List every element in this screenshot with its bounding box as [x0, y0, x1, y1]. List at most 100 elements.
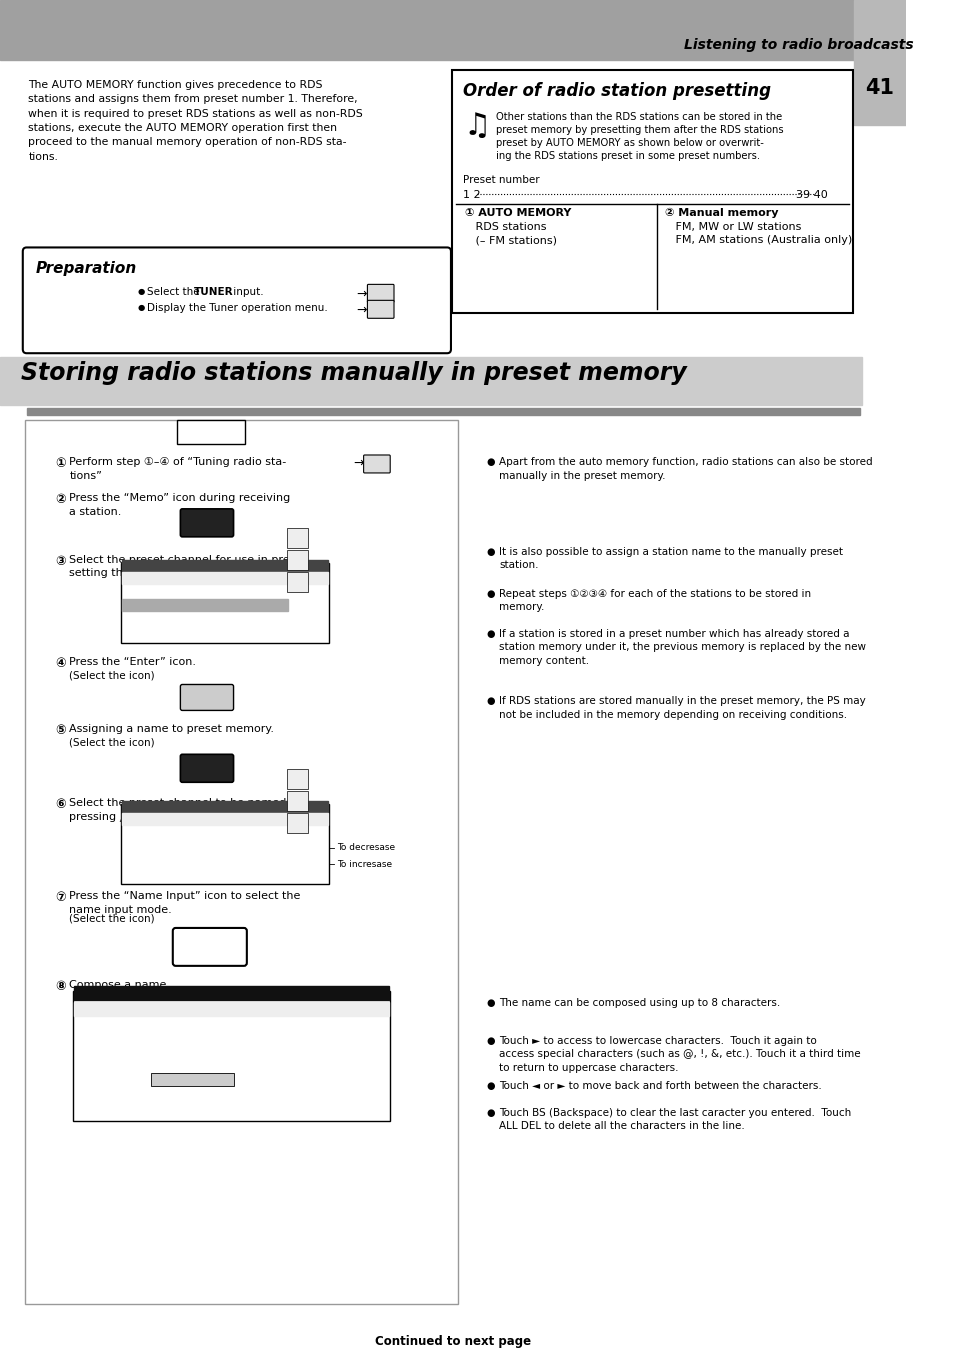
Text: The name can be composed using up to 8 characters.: The name can be composed using up to 8 c…	[498, 998, 780, 1008]
Text: ① AUTO MEMORY: ① AUTO MEMORY	[465, 208, 571, 218]
Bar	[27, 408, 860, 415]
Text: Select the preset channel for use in pre-
setting the station.: Select the preset channel for use in pre…	[70, 555, 294, 578]
Bar	[121, 571, 328, 584]
FancyBboxPatch shape	[25, 420, 457, 1304]
Text: Name
Input: Name Input	[193, 944, 227, 966]
FancyBboxPatch shape	[287, 528, 307, 547]
Text: Z  X  C  V  B  N  M    .  .: Z X C V B N M . .	[90, 1062, 204, 1067]
Bar	[74, 1002, 389, 1016]
Bar	[121, 813, 328, 825]
Text: Preset: Preset	[125, 577, 146, 582]
FancyBboxPatch shape	[287, 769, 307, 789]
Text: Enter: Enter	[290, 869, 304, 873]
Bar	[74, 986, 389, 1000]
Text: ④: ④	[55, 657, 66, 670]
Text: Touch ► to access to lowercase characters.  Touch it again to
access special cha: Touch ► to access to lowercase character…	[498, 1036, 861, 1073]
Text: Enter: Enter	[290, 627, 304, 632]
Text: Compose a name.: Compose a name.	[70, 979, 171, 990]
Text: 03:  HU: 03: HU	[125, 854, 150, 861]
Bar	[121, 801, 328, 813]
Text: ①: ①	[55, 457, 66, 470]
Text: 19: 19	[375, 304, 386, 313]
FancyBboxPatch shape	[287, 571, 307, 592]
Text: Name
Input: Name Input	[289, 605, 305, 616]
Text: ②: ②	[55, 493, 66, 505]
Text: Select the: Select the	[147, 288, 203, 297]
Text: SPACE: SPACE	[182, 1078, 201, 1082]
Text: ●: ●	[137, 304, 145, 312]
Text: △: △	[295, 605, 302, 616]
FancyBboxPatch shape	[180, 509, 233, 536]
FancyBboxPatch shape	[452, 70, 852, 313]
FancyBboxPatch shape	[120, 804, 329, 884]
Text: A  S  D  F  G  H  J  K  L: A S D F G H J K L	[84, 1048, 190, 1055]
Text: ② Manual memory: ② Manual memory	[664, 208, 778, 218]
Text: It is also possible to assign a station name to the manually preset
station.: It is also possible to assign a station …	[498, 547, 842, 570]
Text: Enter: Enter	[194, 700, 219, 708]
FancyBboxPatch shape	[287, 792, 307, 811]
Text: ◄: ◄	[349, 1078, 357, 1088]
Text: ✎: ✎	[315, 807, 323, 815]
FancyBboxPatch shape	[287, 813, 307, 834]
FancyBboxPatch shape	[120, 563, 329, 643]
Text: 1  2  3  4  5  6  7  8  9  0     BS: 1 2 3 4 5 6 7 8 9 0 BS	[78, 1024, 227, 1029]
Text: To decresase: To decresase	[336, 843, 395, 852]
Text: Repeat steps ①②③④ for each of the stations to be stored in
memory.: Repeat steps ①②③④ for each of the statio…	[498, 589, 811, 612]
Text: ●: ●	[486, 1108, 494, 1117]
Text: ⑧: ⑧	[55, 979, 66, 993]
Text: 1 2: 1 2	[463, 189, 480, 200]
Text: 04:  NLO: 04: NLO	[125, 866, 153, 873]
FancyBboxPatch shape	[180, 754, 233, 782]
Bar	[0, 357, 862, 405]
Text: TUNER > PresetMemory: TUNER > PresetMemory	[125, 565, 206, 570]
Text: ▸: ▸	[239, 957, 245, 966]
Text: ●: ●	[486, 1036, 494, 1046]
Text: Storing radio stations manually in preset memory: Storing radio stations manually in prese…	[21, 361, 686, 385]
Text: (Select the icon): (Select the icon)	[70, 738, 154, 747]
Text: Other stations than the RDS stations can be stored in the
preset memory by prese: Other stations than the RDS stations can…	[495, 112, 782, 161]
FancyBboxPatch shape	[367, 300, 394, 319]
Text: 41: 41	[864, 78, 894, 97]
Text: ●: ●	[486, 589, 494, 598]
Text: Touch BS (Backspace) to clear the last caracter you entered.  Touch
ALL DEL to d: Touch BS (Backspace) to clear the last c…	[498, 1108, 851, 1131]
Text: The AUTO MEMORY function gives precedence to RDS
stations and assigns them from : The AUTO MEMORY function gives precedenc…	[29, 80, 363, 162]
Text: Auto
Preq.: Auto Preq.	[290, 824, 303, 835]
Text: ●: ●	[486, 697, 494, 707]
Text: Select the preset channel to be named by
pressing △ or ▽.: Select the preset channel to be named by…	[70, 798, 303, 821]
Text: ●: ●	[137, 288, 145, 296]
Text: Press the “Memo” icon during receiving
a station.: Press the “Memo” icon during receiving a…	[70, 493, 291, 516]
Text: Enter: Enter	[280, 993, 298, 998]
FancyBboxPatch shape	[367, 284, 394, 303]
Text: ●: ●	[486, 1081, 494, 1090]
Text: 38: 38	[371, 458, 382, 467]
Text: Listening to radio broadcasts: Listening to radio broadcasts	[683, 38, 912, 51]
Text: If a station is stored in a preset number which has already stored a
station mem: If a station is stored in a preset numbe…	[498, 628, 865, 666]
Text: ▽: ▽	[295, 861, 302, 870]
Text: Chr: Chr	[314, 993, 327, 998]
Text: ✎: ✎	[315, 565, 323, 574]
FancyBboxPatch shape	[172, 928, 247, 966]
Text: 05:  NOP: 05: NOP	[125, 878, 154, 884]
Text: Display the Tuner operation menu.: Display the Tuner operation menu.	[147, 304, 328, 313]
FancyBboxPatch shape	[176, 420, 245, 444]
Text: Q W E R T Y U I O P  S↑: Q W E R T Y U I O P S↑	[78, 1036, 175, 1042]
Text: ●: ●	[486, 628, 494, 639]
Text: →: →	[355, 304, 366, 316]
Bar	[0, 0, 904, 59]
Text: (– FM stations): (– FM stations)	[465, 235, 557, 246]
Bar	[121, 598, 288, 611]
Text: 04:  NLO: 04: NLO	[125, 624, 153, 631]
Text: Press the “Enter” icon.: Press the “Enter” icon.	[70, 657, 196, 666]
Text: 02:  EFG: 02: EFG	[125, 601, 153, 607]
Text: FM, MW or LW stations: FM, MW or LW stations	[664, 222, 801, 231]
FancyBboxPatch shape	[180, 685, 233, 711]
Text: Auto
Preq.: Auto Preq.	[290, 582, 303, 593]
Text: TUNER > PresetMemory: TUNER > PresetMemory	[125, 807, 206, 812]
Text: ●: ●	[486, 457, 494, 467]
Text: ♫: ♫	[463, 112, 490, 141]
FancyBboxPatch shape	[151, 1073, 233, 1086]
FancyBboxPatch shape	[73, 990, 390, 1120]
Text: ●: ●	[486, 998, 494, 1008]
Text: Preset: Preset	[125, 819, 146, 824]
Text: 39 40: 39 40	[796, 189, 827, 200]
